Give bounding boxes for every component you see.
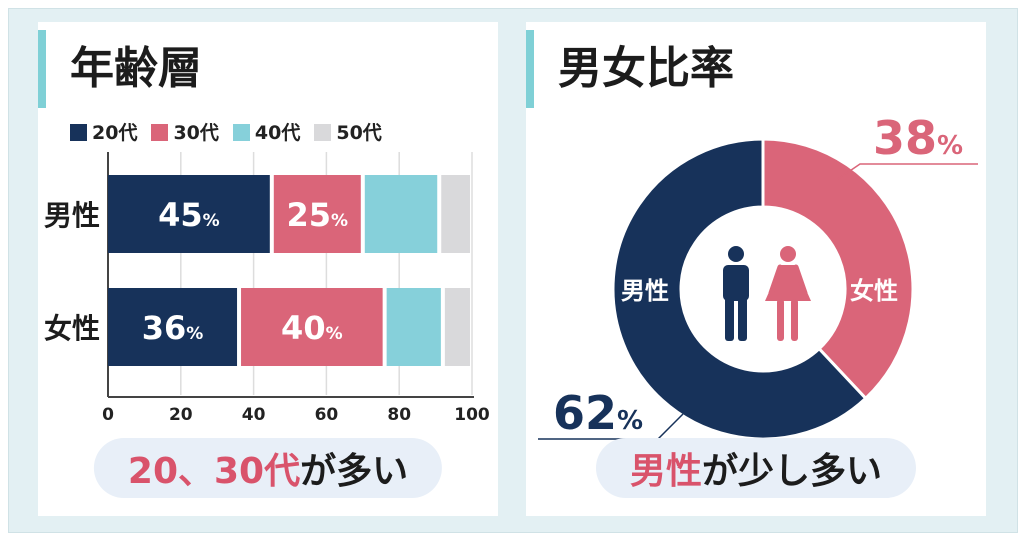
icon-body — [723, 265, 749, 301]
legend-label: 40代 — [254, 122, 301, 144]
gender-title: 男女比率 — [526, 30, 734, 108]
leader-line-female — [837, 163, 978, 180]
category-label: 男性 — [44, 199, 100, 232]
legend-label: 30代 — [173, 122, 219, 144]
legend-swatch — [314, 124, 332, 141]
summary-highlight: 20、30代 — [127, 451, 301, 492]
summary-text: が少し多い — [702, 451, 883, 492]
legend-item: 40代 — [232, 118, 301, 145]
x-tick-label: 80 — [387, 405, 411, 425]
legend-item: 20代 — [70, 118, 137, 145]
slice-label-male: 男性 — [621, 277, 669, 305]
legend: 20代 30代 40代 50代 — [70, 118, 382, 145]
slice-label-female: 女性 — [850, 277, 898, 305]
age-panel: 年齢層 20代 30代 40代 50代 0 20 40 60 80 100 男性 45% 25% 女性 3… — [38, 22, 498, 516]
gender-panel: 男女比率 男性 女性 38% 62% 男性が少し多い — [526, 22, 986, 516]
bar-segment — [108, 288, 238, 366]
bar-segment — [441, 175, 470, 253]
icon-leg — [791, 299, 798, 341]
age-summary: 20、30代が多い — [93, 438, 443, 498]
x-tick-label: 40 — [242, 405, 266, 425]
percent-sign: % — [937, 131, 963, 161]
bar-segment — [108, 175, 270, 253]
x-tick-label: 100 — [454, 405, 490, 425]
age-title: 年齢層 — [38, 30, 202, 108]
category-label: 女性 — [44, 312, 100, 345]
summary-text: が多い — [300, 451, 409, 492]
percent-sign: % — [331, 211, 348, 231]
male-person-icon — [723, 246, 749, 341]
legend-label: 50代 — [336, 122, 382, 144]
bar-segment — [386, 288, 441, 366]
value-label-male: 62% — [553, 386, 643, 440]
x-tick-label: 0 — [102, 405, 114, 425]
icon-leg — [777, 299, 784, 341]
legend-item: 30代 — [151, 118, 219, 145]
summary-highlight: 男性 — [629, 451, 702, 492]
legend-swatch — [70, 124, 87, 141]
icon-head — [728, 246, 744, 262]
bar-segment — [364, 175, 438, 253]
legend-swatch — [151, 124, 169, 141]
percent-sign: % — [326, 324, 343, 344]
donut-chart: 男性 女性 38% 62% — [538, 111, 978, 441]
icon-leg — [725, 297, 734, 341]
percent-sign: % — [617, 406, 643, 436]
icon-leg — [738, 297, 747, 341]
x-tick-label: 60 — [315, 405, 339, 425]
icon-arms — [768, 264, 808, 296]
donut-slice-male — [611, 137, 868, 441]
legend-swatch — [232, 124, 250, 141]
bar-segment — [444, 288, 470, 366]
percent-sign: % — [203, 211, 220, 231]
bar-segment — [273, 175, 361, 253]
value-label-female: 38% — [873, 111, 963, 165]
bar-segment — [241, 288, 383, 366]
icon-head — [780, 246, 796, 262]
x-tick-label: 20 — [169, 405, 193, 425]
gender-summary: 男性が少し多い — [595, 438, 917, 498]
bar-value-label: 40% — [281, 309, 343, 347]
icon-dress — [765, 265, 811, 301]
female-person-icon — [765, 246, 811, 341]
legend-item: 50代 — [314, 118, 382, 145]
legend-label: 20代 — [92, 122, 138, 144]
donut-slice-female — [761, 137, 915, 401]
percent-sign: % — [186, 324, 203, 344]
